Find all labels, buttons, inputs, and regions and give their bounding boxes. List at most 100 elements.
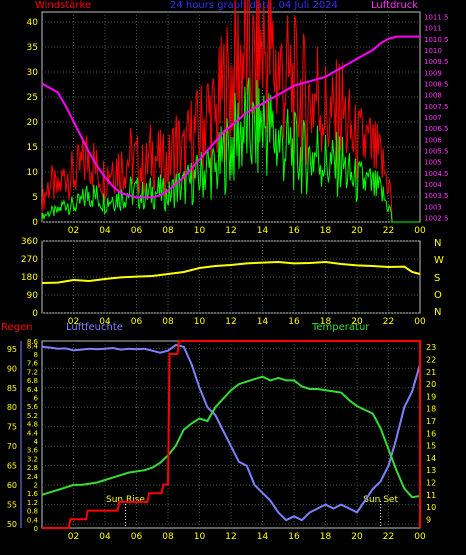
y-right-tick-label: 1002.5 — [424, 215, 449, 223]
y-humidity-tick-label: 80 — [7, 403, 17, 412]
x-tick-label: 08 — [162, 226, 174, 236]
y-temp-tick-label: 17 — [426, 417, 436, 426]
y-left-tick-label: 0 — [32, 218, 38, 228]
y-right-tick-label: 1011 — [424, 25, 442, 33]
y-rain-tick-label: 8 — [34, 351, 38, 359]
y-rain-tick-label: 2 — [34, 482, 38, 490]
y-temp-tick-label: 14 — [426, 454, 436, 463]
x-tick-label: 12 — [225, 532, 236, 542]
pressure-chart-title: Luftdruck — [371, 0, 419, 11]
pressure-series — [41, 35, 420, 199]
x-tick-label: 12 — [225, 317, 236, 327]
y-rain-tick-label: 3.6 — [27, 447, 39, 455]
y-right-tick-label: 1007 — [424, 114, 442, 122]
y-right-tick-label: 1006.5 — [424, 125, 449, 133]
y-temp-tick-label: 23 — [426, 343, 436, 352]
x-tick-label: 20 — [351, 532, 363, 542]
x-tick-label: 14 — [257, 532, 269, 542]
rain-series — [42, 340, 421, 529]
x-tick-label: 14 — [257, 317, 269, 327]
x-tick-label: 02 — [68, 317, 79, 327]
x-tick-label: 16 — [288, 532, 300, 542]
y-humidity-tick-label: 55 — [7, 501, 17, 510]
y-direction-tick-label: 270 — [21, 255, 38, 265]
y-direction-tick-label: 180 — [21, 273, 38, 283]
y-left-tick-label: 35 — [27, 43, 38, 53]
x-tick-label: 02 — [68, 532, 79, 542]
y-rain-tick-label: 4.8 — [27, 421, 38, 429]
x-tick-label: 04 — [99, 532, 111, 542]
y-rain-tick-label: 7.2 — [27, 368, 38, 376]
wind-direction-series — [41, 260, 421, 284]
y-right-tick-label: 1003.5 — [424, 192, 449, 200]
y-temp-tick-label: 21 — [426, 368, 436, 377]
x-tick-label: 10 — [194, 226, 206, 236]
y-temp-tick-label: 18 — [426, 405, 436, 414]
y-right-tick-label: 1004 — [424, 181, 442, 189]
y-right-tick-label: 1009 — [424, 69, 442, 77]
y-right-tick-label: 1005.5 — [424, 148, 449, 156]
x-tick-label: 08 — [162, 532, 174, 542]
x-tick-label: 04 — [99, 226, 111, 236]
x-tick-label: 18 — [320, 317, 332, 327]
y-right-tick-label: 1008 — [424, 92, 442, 100]
y-right-tick-label: 1010 — [424, 47, 442, 55]
y-right-tick-label: 1008.5 — [424, 80, 449, 88]
x-tick-label: 06 — [131, 532, 143, 542]
y-rain-tick-label: 4.4 — [27, 429, 39, 437]
x-tick-label: 18 — [320, 226, 332, 236]
y-rain-tick-label: 2.8 — [27, 464, 38, 472]
x-tick-label: 10 — [194, 317, 206, 327]
y-left-tick-label: 10 — [27, 168, 39, 178]
y-humidity-tick-label: 60 — [7, 481, 17, 490]
x-tick-label: 22 — [383, 532, 394, 542]
wind-average-series — [41, 77, 420, 223]
x-tick-label: 18 — [320, 532, 332, 542]
humidity-series — [41, 343, 421, 522]
y-temp-tick-label: 15 — [426, 442, 436, 451]
y-rain-tick-label: 3.2 — [27, 455, 38, 463]
y-rain-tick-label: 8.6 — [27, 338, 39, 346]
x-tick-label: 16 — [288, 317, 300, 327]
y-rain-tick-label: 2.4 — [27, 473, 39, 481]
x-tick-label: 02 — [68, 226, 79, 236]
direction-letter-w: W — [434, 255, 444, 266]
y-right-tick-label: 1003 — [424, 203, 442, 211]
x-tick-label: 22 — [383, 226, 394, 236]
y-temp-tick-label: 19 — [426, 392, 436, 401]
y-temp-tick-label: 22 — [426, 355, 436, 364]
y-humidity-tick-label: 50 — [7, 520, 17, 529]
y-rain-tick-label: 6.4 — [27, 386, 39, 394]
y-temp-tick-label: 20 — [426, 380, 436, 389]
y-right-tick-label: 1009.5 — [424, 58, 449, 66]
y-rain-tick-label: 4 — [34, 438, 39, 446]
wind-gust-series — [41, 0, 420, 223]
y-rain-tick-label: 1.2 — [27, 499, 38, 507]
y-rain-tick-label: 8.4 — [27, 342, 39, 350]
y-left-tick-label: 20 — [27, 118, 39, 128]
temperature-title: Temperatur — [312, 322, 370, 333]
y-right-tick-label: 1005 — [424, 159, 442, 167]
y-temp-tick-label: 9 — [426, 515, 431, 524]
direction-letter-n-top: N — [434, 238, 442, 249]
y-left-tick-label: 40 — [27, 18, 39, 28]
y-right-tick-label: 1007.5 — [424, 103, 449, 111]
y-right-tick-label: 1006 — [424, 136, 442, 144]
y-humidity-tick-label: 65 — [7, 462, 17, 471]
x-tick-label: 12 — [225, 226, 236, 236]
x-tick-label: 00 — [414, 226, 426, 236]
x-tick-label: 00 — [414, 317, 426, 327]
y-right-tick-label: 1010.5 — [424, 36, 449, 44]
y-rain-tick-label: 0.4 — [27, 516, 39, 524]
x-tick-label: 06 — [131, 317, 143, 327]
direction-letter-n-bottom: N — [434, 307, 442, 318]
y-left-tick-label: 5 — [32, 193, 38, 203]
y-left-tick-label: 15 — [27, 143, 38, 153]
x-tick-label: 00 — [414, 532, 426, 542]
rain-title: Regen — [1, 322, 33, 333]
direction-letter-o: O — [434, 290, 442, 301]
x-tick-label: 20 — [351, 226, 363, 236]
y-direction-tick-label: 90 — [27, 291, 39, 301]
y-direction-tick-label: 360 — [21, 237, 38, 247]
y-rain-tick-label: 7.6 — [27, 360, 39, 368]
